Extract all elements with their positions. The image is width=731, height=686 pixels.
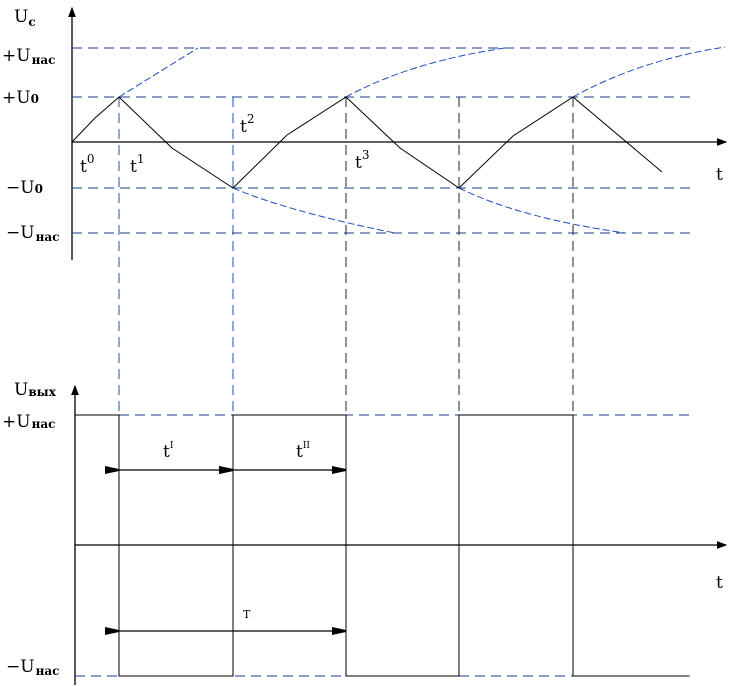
t2-label: t2	[240, 112, 254, 137]
minus-unas-label: −Uнас	[6, 223, 59, 244]
discharge-curve	[232, 187, 396, 234]
uc-axis-label: Uc	[14, 7, 36, 29]
top-t-axis-label: t	[716, 165, 723, 185]
charge-curve	[118, 47, 199, 98]
plus-unas-out-label: +Uнас	[2, 412, 55, 432]
uout-axis-label: Uвых	[14, 380, 57, 400]
output-voltage-chart: Uвых +Uнас −Uнас tI tII T t	[2, 380, 728, 685]
t3-label: t3	[355, 148, 369, 173]
period-label: T	[243, 608, 251, 621]
plus-unas-label: +Uнас	[2, 46, 55, 67]
minus-u0-label: −U0	[6, 178, 43, 198]
plus-u0-label: +U0	[2, 88, 39, 108]
charge-curve	[345, 47, 506, 98]
t-double-prime-label: tII	[296, 441, 310, 462]
discharge-curve	[458, 187, 626, 234]
uc-waveform	[71, 96, 663, 189]
capacitor-voltage-chart: Uc +Uнас +U0 −U0 −Uнас t0 t1 t2 t3 t	[2, 6, 728, 415]
bottom-t-axis-label: t	[716, 573, 723, 593]
t1-label: t1	[130, 152, 144, 177]
charge-curve	[572, 46, 726, 98]
t-prime-label: tI	[163, 441, 174, 462]
t0-label: t0	[80, 152, 94, 177]
minus-unas-out-label: −Uнас	[6, 657, 59, 678]
